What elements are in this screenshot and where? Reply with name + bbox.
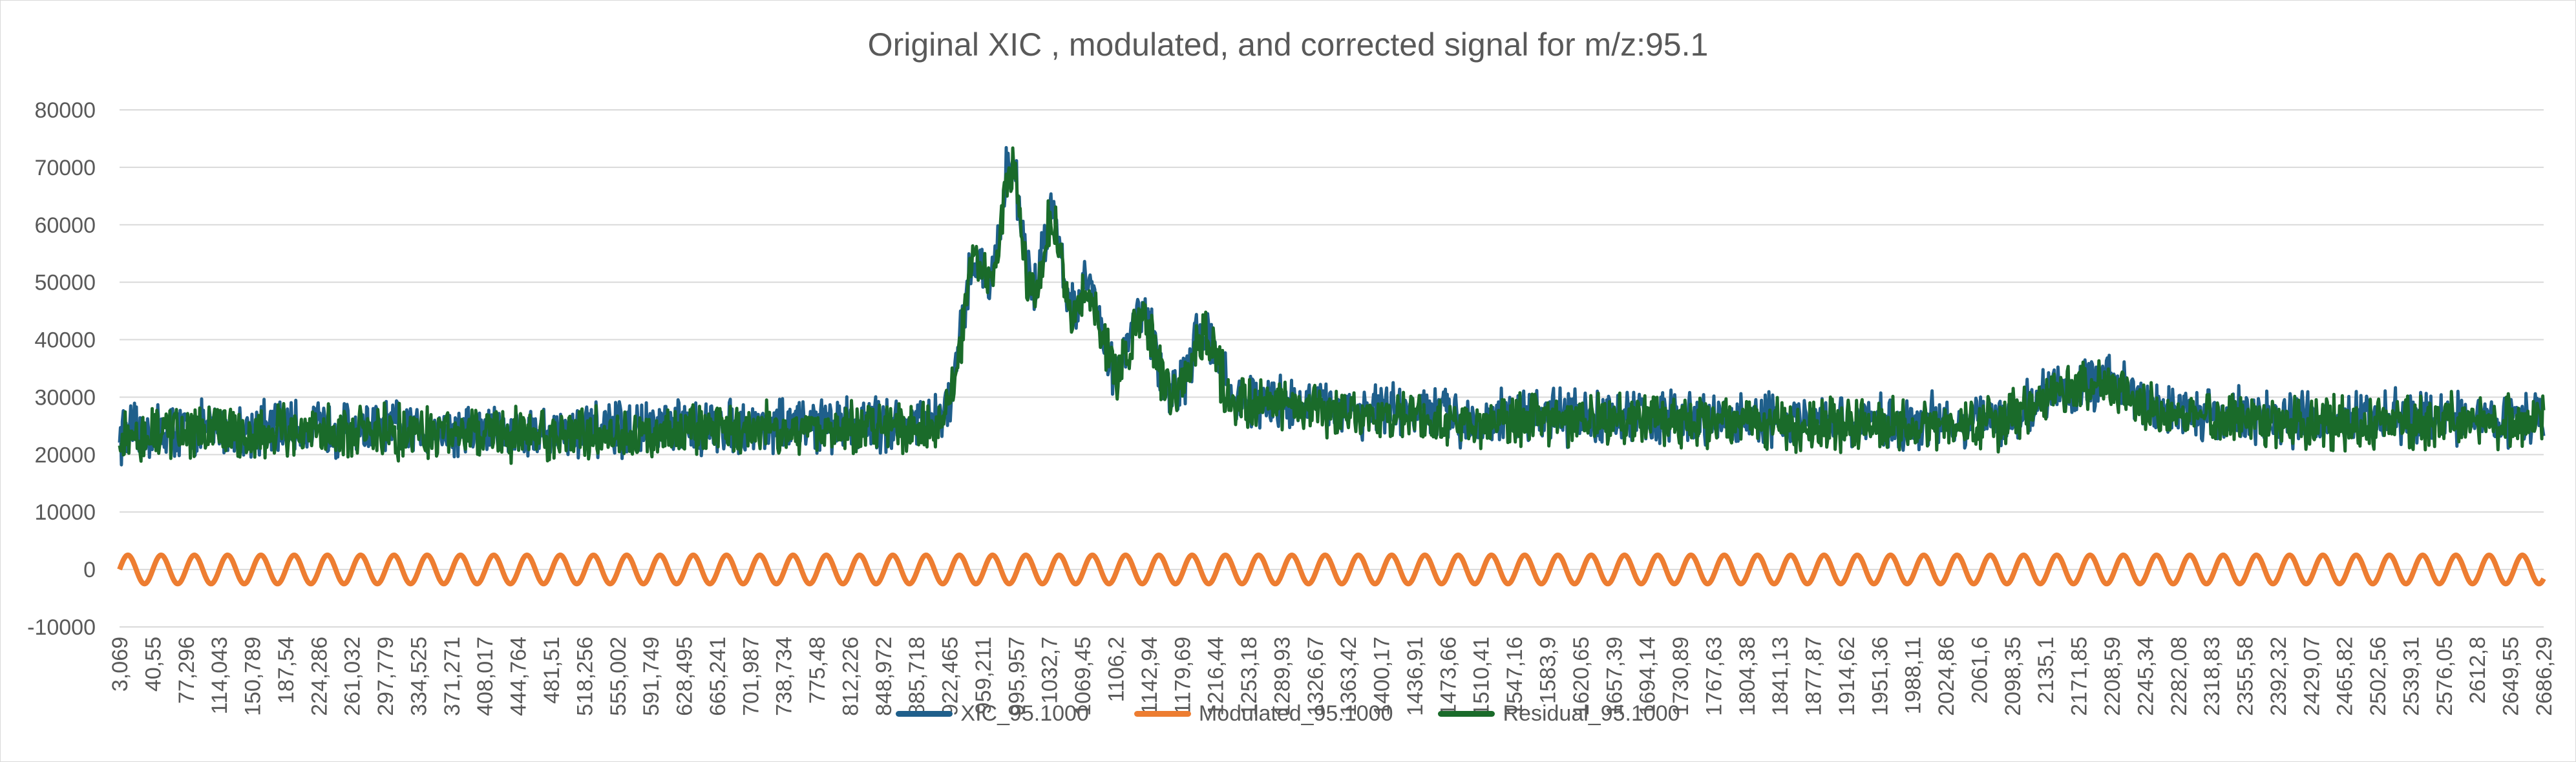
y-tick-label: 0 xyxy=(83,558,96,582)
x-tick-label: 1657,39 xyxy=(1602,637,1627,716)
x-tick-label: 1620,65 xyxy=(1569,637,1594,716)
x-tick-label: 2208,59 xyxy=(2100,637,2125,716)
x-tick-label: 1363,42 xyxy=(1336,637,1361,716)
x-tick-label: 665,241 xyxy=(706,637,730,716)
x-tick-label: 1142,94 xyxy=(1137,637,1162,714)
x-tick-label: 1767,63 xyxy=(1702,637,1726,716)
x-tick-label: 1547,16 xyxy=(1503,637,1527,716)
x-tick-label: 150,789 xyxy=(241,637,266,716)
y-tick-label: 30000 xyxy=(34,385,96,410)
x-tick-label: 701,987 xyxy=(739,637,763,716)
legend-item: Modulated_95.1000 xyxy=(1134,701,1393,726)
legend-label: Modulated_95.1000 xyxy=(1198,701,1393,726)
x-tick-label: 224,286 xyxy=(307,637,332,716)
x-tick-label: 114,043 xyxy=(207,637,232,714)
x-tick-label: 3,069 xyxy=(108,637,132,692)
x-tick-label: 1694,14 xyxy=(1636,637,1660,716)
x-tick-label: 2502,56 xyxy=(2366,637,2391,716)
x-tick-label: 1988,11 xyxy=(1901,637,1926,714)
y-tick-label: 10000 xyxy=(34,500,96,525)
x-tick-label: 518,256 xyxy=(573,637,597,716)
series-residual-line xyxy=(118,146,2546,465)
y-tick-label: 40000 xyxy=(34,328,96,353)
x-tick-label: 1914,62 xyxy=(1835,637,1859,716)
legend-swatch xyxy=(1134,711,1191,717)
x-tick-label: 1069,45 xyxy=(1071,637,1095,716)
x-tick-label: 2355,58 xyxy=(2233,637,2258,716)
x-tick-label: 2539,31 xyxy=(2399,637,2423,716)
x-tick-label: 2245,34 xyxy=(2133,637,2158,716)
x-tick-label: 628,495 xyxy=(673,637,697,716)
series-modulated-line xyxy=(117,552,2546,587)
x-tick-label: 297,779 xyxy=(374,637,398,716)
y-tick-label: -10000 xyxy=(27,615,96,640)
x-tick-label: 1583,9 xyxy=(1536,637,1560,704)
x-tick-label: 2649,55 xyxy=(2499,637,2524,716)
x-tick-label: 261,032 xyxy=(341,637,365,716)
legend-label: Residual_95.1000 xyxy=(1503,701,1680,726)
x-tick-label: 334,525 xyxy=(406,637,431,716)
x-tick-label: 2318,83 xyxy=(2200,637,2224,716)
x-tick-label: 2429,07 xyxy=(2299,637,2324,716)
legend-label: XIC_95.1000 xyxy=(960,701,1089,726)
x-tick-label: 812,226 xyxy=(838,637,863,716)
x-tick-label: 555,002 xyxy=(606,637,631,716)
x-tick-label: 2465,82 xyxy=(2333,637,2358,716)
x-tick-label: 77,296 xyxy=(174,637,199,704)
x-tick-label: 848,972 xyxy=(872,637,896,716)
x-tick-label: 1106,2 xyxy=(1104,637,1129,702)
x-tick-label: 2612,8 xyxy=(2465,637,2490,704)
x-tick-label: 2392,32 xyxy=(2266,637,2291,716)
x-tick-label: 1730,89 xyxy=(1669,637,1693,716)
x-tick-label: 2576,05 xyxy=(2433,637,2457,716)
x-tick-label: 1804,38 xyxy=(1735,637,1760,716)
x-tick-label: 591,749 xyxy=(639,637,664,716)
x-tick-label: 187,54 xyxy=(274,637,299,704)
x-tick-label: 2061,6 xyxy=(1967,637,1992,704)
y-tick-label: 60000 xyxy=(34,213,96,238)
x-tick-label: 775,48 xyxy=(805,637,830,704)
x-tick-label: 481,51 xyxy=(540,637,564,704)
y-tick-label: 80000 xyxy=(34,98,96,123)
x-tick-label: 1400,17 xyxy=(1370,637,1395,716)
x-tick-label: 2024,86 xyxy=(1934,637,1959,716)
x-tick-label: 1289,93 xyxy=(1270,637,1294,716)
x-tick-label: 1216,44 xyxy=(1204,637,1229,716)
x-tick-label: 959,211 xyxy=(971,637,996,714)
x-tick-label: 1951,36 xyxy=(1868,637,1892,716)
legend-item: Residual_95.1000 xyxy=(1438,701,1680,726)
x-tick-label: 1841,13 xyxy=(1768,637,1793,716)
x-tick-label: 1326,67 xyxy=(1304,637,1328,716)
legend-swatch xyxy=(896,711,953,717)
x-tick-label: 995,957 xyxy=(1004,637,1029,716)
x-tick-label: 885,718 xyxy=(905,637,929,716)
x-tick-label: 1473,66 xyxy=(1436,637,1461,716)
x-tick-label: 1179,69 xyxy=(1170,637,1195,714)
x-tick-label: 1032,7 xyxy=(1038,637,1062,704)
y-tick-label: 50000 xyxy=(34,271,96,295)
legend-item: XIC_95.1000 xyxy=(896,701,1089,726)
y-tick-label: 20000 xyxy=(34,443,96,467)
x-tick-label: 1510,41 xyxy=(1470,637,1494,716)
x-tick-label: 40,55 xyxy=(141,637,165,692)
x-tick-label: 2098,35 xyxy=(2001,637,2025,716)
x-tick-label: 2135,1 xyxy=(2034,637,2058,704)
x-tick-label: 2282,08 xyxy=(2167,637,2191,716)
x-tick-label: 2686,29 xyxy=(2532,637,2557,716)
x-tick-label: 371,271 xyxy=(440,637,465,716)
x-tick-label: 444,764 xyxy=(507,637,531,716)
x-tick-label: 2171,85 xyxy=(2067,637,2092,716)
y-tick-label: 70000 xyxy=(34,156,96,180)
legend: XIC_95.1000 Modulated_95.1000 Residual_95.… xyxy=(0,701,2576,726)
chart-title: Original XIC , modulated, and corrected … xyxy=(867,26,1709,63)
x-tick-label: 1253,18 xyxy=(1237,637,1262,716)
x-tick-label: 408,017 xyxy=(473,637,498,716)
x-tick-label: 1436,91 xyxy=(1403,637,1428,716)
legend-swatch xyxy=(1438,711,1495,717)
x-tick-label: 922,465 xyxy=(938,637,963,716)
x-tick-label: 1877,87 xyxy=(1802,637,1826,716)
x-tick-label: 738,734 xyxy=(772,637,797,716)
